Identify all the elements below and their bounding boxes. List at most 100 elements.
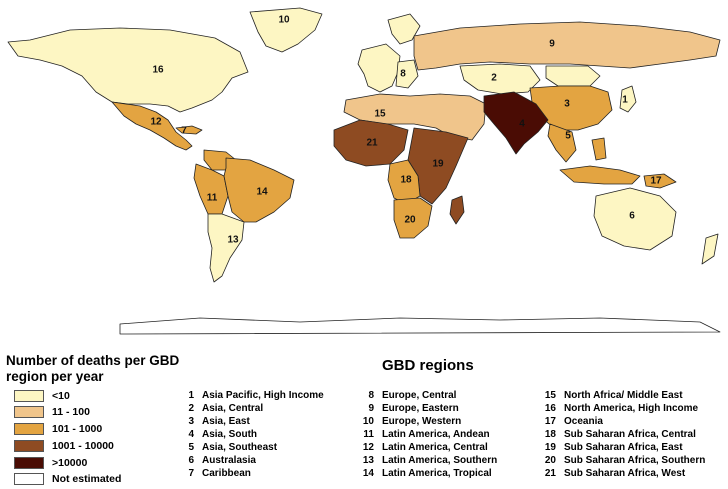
gbd-region-item: 15 North Africa/ Middle East [538,389,705,402]
gbd-region-name: Sub Saharan Africa, Southern [564,455,706,466]
gbd-region-number: 16 [544,403,556,414]
gbd-region-number: 20 [544,455,556,466]
gbd-region-number: 9 [368,403,374,414]
map-region-label: 4 [519,119,525,130]
gbd-region-number: 6 [188,455,194,466]
gbd-region-name: Latin America, Andean [382,429,490,440]
map-region-label: 6 [629,211,635,222]
region-caribbean [175,125,203,135]
region-oceania [643,173,677,189]
map-region-label: 15 [374,109,386,120]
gbd-region-item: 3 Asia, East [176,415,324,428]
gbd-region-name: Australasia [202,455,256,466]
region-madagascar [449,195,465,225]
region-north-america [7,27,249,113]
legend-item: <10 [14,388,121,403]
gbd-region-item: 18 Sub Saharan Africa, Central [538,428,705,441]
gbd-region-item: 14 Latin America, Tropical [356,467,497,480]
gbd-region-number: 8 [368,390,374,401]
gbd-region-item: 4 Asia, South [176,428,324,441]
gbd-region-name: Europe, Eastern [382,403,459,414]
gbd-region-number: 4 [188,429,194,440]
legend-item: 11 - 100 [14,405,121,420]
gbd-region-item: 2 Asia, Central [176,402,324,415]
gbd-region-name: Asia, Central [202,403,264,414]
gbd-list-col-2: 8 Europe, Central 9 Europe, Eastern 10 Europe… [356,389,497,480]
gbd-region-item: 7 Caribbean [176,467,324,480]
map-region-label: 8 [400,69,406,80]
legend-item: 101 - 1000 [14,422,121,437]
map-region-label: 12 [150,117,162,128]
gbd-region-item: 16 North America, High Income [538,402,705,415]
region-latam-southern [207,213,245,283]
region-latam-andean [193,163,229,215]
gbd-region-name: Caribbean [202,468,251,479]
gbd-region-item: 20 Sub Saharan Africa, Southern [538,454,705,467]
gbd-region-name: Latin America, Southern [382,455,498,466]
map-region-label: 21 [366,138,378,149]
gbd-list-col-1: 1 Asia Pacific, High Income 2 Asia, Central… [176,389,324,480]
gbd-region-item: 1 Asia Pacific, High Income [176,389,324,402]
legend-item: Not estimated [14,472,121,487]
legend-item: >10000 [14,455,121,470]
region-mongolia [545,65,601,87]
legend-label: 11 - 100 [52,406,90,419]
gbd-region-item: 9 Europe, Eastern [356,402,497,415]
legend-title: Number of deaths per GBD region per year [6,353,180,384]
gbd-region-name: Europe, Western [382,416,462,427]
legend-label: 101 - 1000 [52,423,103,436]
gbd-region-number: 12 [362,442,374,453]
legend-label: <10 [52,389,70,402]
region-latam-tropical [223,157,295,223]
gbd-region-number: 18 [544,429,556,440]
legend-label: 1001 - 10000 [52,439,114,452]
gbd-region-number: 7 [188,468,194,479]
gbd-region-item: 6 Australasia [176,454,324,467]
gbd-region-number: 3 [188,416,194,427]
gbd-region-name: Latin America, Tropical [382,468,492,479]
legend-swatch [14,473,44,486]
gbd-region-number: 2 [188,403,194,414]
map-region-label: 1 [622,95,628,106]
map-region-label: 7 [181,126,187,137]
gbd-region-name: Asia, South [202,429,258,440]
region-asia-south [483,91,549,155]
region-scandinavia [387,13,421,45]
gbd-regions-title: GBD regions [382,357,474,374]
legend-swatch [14,456,44,469]
region-australasia [593,187,677,251]
gbd-region-name: Sub Saharan Africa, East [564,442,683,453]
region-central-america [111,101,193,151]
region-europe-western [357,43,401,93]
region-antarctica [119,317,721,335]
region-greenland [249,7,323,53]
gbd-region-item: 5 Asia, Southeast [176,441,324,454]
region-asia-pacific-high [619,85,637,113]
gbd-region-item: 11 Latin America, Andean [356,428,497,441]
gbd-region-number: 1 [188,390,194,401]
gbd-region-name: Asia, East [202,416,250,427]
gbd-region-item: 17 Oceania [538,415,705,428]
gbd-region-number: 14 [362,468,374,479]
map-region-label: 17 [650,176,662,187]
legend-swatch [14,439,44,452]
legend-swatch [14,406,44,419]
region-new-zealand [701,233,719,265]
gbd-region-number: 17 [544,416,556,427]
map-region-label: 2 [491,73,497,84]
gbd-region-number: 10 [362,416,374,427]
map-region-label: 16 [152,65,164,76]
map-region-label: 20 [404,215,416,226]
region-europe-central [395,59,419,89]
map-region-label: 5 [565,131,571,142]
region-ssa-southern [393,197,433,239]
legend-swatch [14,389,44,402]
gbd-region-name: Asia Pacific, High Income [202,390,324,401]
legend-label: >10000 [52,456,88,469]
gbd-region-item: 21 Sub Saharan Africa, West [538,467,705,480]
gbd-region-name: Europe, Central [382,390,457,401]
gbd-region-number: 5 [188,442,194,453]
gbd-region-number: 19 [544,442,556,453]
